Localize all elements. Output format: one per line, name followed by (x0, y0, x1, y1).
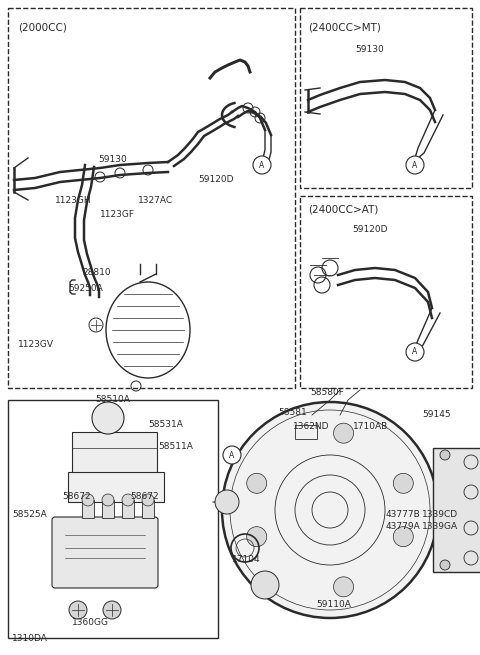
Circle shape (440, 450, 450, 460)
Text: 1327AC: 1327AC (138, 196, 173, 205)
Bar (142, 500, 154, 518)
Text: 1339CD: 1339CD (422, 510, 458, 519)
Circle shape (406, 343, 424, 361)
Circle shape (251, 571, 279, 599)
Circle shape (440, 560, 450, 570)
Text: 43777B: 43777B (386, 510, 421, 519)
Text: 58580F: 58580F (310, 388, 344, 397)
Circle shape (247, 527, 267, 547)
Text: 59250A: 59250A (68, 284, 103, 293)
Bar (68, 472, 164, 502)
Circle shape (253, 156, 271, 174)
Text: A: A (229, 451, 235, 460)
Text: (2400CC>AT): (2400CC>AT) (308, 205, 378, 215)
Text: 1360GG: 1360GG (72, 618, 109, 627)
Text: 1710AB: 1710AB (353, 422, 388, 431)
Circle shape (122, 494, 134, 506)
Text: 1339GA: 1339GA (422, 522, 458, 531)
Circle shape (393, 474, 413, 493)
Text: 43779A: 43779A (386, 522, 421, 531)
Text: 1123GF: 1123GF (100, 210, 135, 219)
Text: 59145: 59145 (422, 410, 451, 419)
Circle shape (102, 494, 114, 506)
Text: A: A (259, 160, 264, 170)
Circle shape (92, 402, 124, 434)
Text: A: A (412, 348, 418, 356)
Text: 58672: 58672 (62, 492, 91, 501)
Text: 59110A: 59110A (316, 600, 351, 609)
Bar (122, 500, 134, 518)
Text: 1310DA: 1310DA (12, 634, 48, 643)
Text: 28810: 28810 (82, 268, 110, 277)
Circle shape (393, 527, 413, 547)
Text: 17104: 17104 (232, 555, 261, 564)
Text: 59130: 59130 (355, 45, 384, 54)
Text: A: A (412, 160, 418, 170)
Circle shape (334, 423, 354, 443)
Text: 58511A: 58511A (158, 442, 193, 451)
Bar (102, 500, 114, 518)
Text: 59120D: 59120D (198, 175, 233, 184)
Circle shape (69, 601, 87, 619)
Text: (2000CC): (2000CC) (18, 22, 67, 32)
Circle shape (406, 156, 424, 174)
Text: 58672: 58672 (130, 492, 158, 501)
Bar (72, 432, 157, 474)
Circle shape (142, 494, 154, 506)
Bar (295, 425, 317, 439)
Circle shape (334, 577, 354, 597)
Circle shape (215, 490, 239, 514)
Text: 1123GV: 1123GV (18, 340, 54, 349)
Text: 1362ND: 1362ND (293, 422, 329, 431)
Circle shape (222, 402, 438, 618)
Text: 59120D: 59120D (352, 225, 387, 234)
Circle shape (247, 474, 267, 493)
Text: 58531A: 58531A (148, 420, 183, 429)
Text: (2400CC>MT): (2400CC>MT) (308, 22, 381, 32)
Bar (82, 500, 94, 518)
FancyBboxPatch shape (52, 517, 158, 588)
Circle shape (223, 446, 241, 464)
Bar (433, 448, 480, 572)
Text: 58510A: 58510A (95, 395, 130, 404)
Text: 1123GH: 1123GH (55, 196, 92, 205)
Circle shape (103, 601, 121, 619)
Text: 58525A: 58525A (12, 510, 47, 519)
Text: 58581: 58581 (278, 408, 307, 417)
Text: 59130: 59130 (98, 155, 127, 164)
Circle shape (82, 494, 94, 506)
